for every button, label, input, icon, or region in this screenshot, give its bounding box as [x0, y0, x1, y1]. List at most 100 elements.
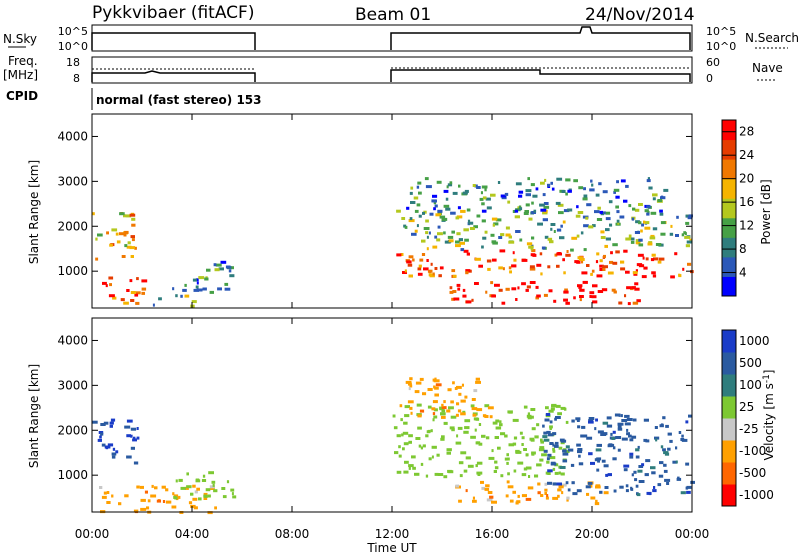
data-cell: [426, 259, 429, 262]
data-cell: [554, 441, 559, 445]
data-cell: [174, 496, 178, 500]
data-cell: [432, 272, 435, 276]
data-cell: [124, 244, 128, 248]
data-cell: [629, 455, 634, 459]
velocity-colorbar-swatch: [722, 484, 736, 507]
data-cell: [563, 271, 566, 275]
data-cell: [605, 217, 611, 221]
data-cell: [437, 473, 444, 476]
data-cell: [433, 379, 440, 383]
data-cell: [680, 491, 686, 495]
data-cell: [523, 448, 527, 451]
data-cell: [229, 274, 235, 278]
data-cell: [475, 377, 480, 381]
data-cell: [652, 274, 657, 278]
data-cell: [536, 423, 540, 427]
data-cell: [205, 488, 211, 492]
data-cell: [515, 230, 521, 233]
data-cell: [530, 247, 533, 251]
data-cell: [210, 487, 215, 490]
data-cell: [417, 181, 422, 185]
data-cell: [684, 235, 691, 239]
data-cell: [527, 412, 530, 416]
data-cell: [590, 461, 595, 465]
nsky-left-tick-bottom: 10^0: [58, 40, 88, 53]
data-cell: [421, 253, 426, 256]
data-cell: [481, 202, 485, 206]
data-cell: [495, 419, 500, 423]
data-cell: [528, 217, 533, 221]
data-cell: [441, 409, 446, 413]
data-cell: [685, 486, 689, 490]
data-cell: [443, 189, 449, 193]
data-cell: [603, 464, 609, 468]
data-cell: [457, 287, 461, 291]
freq-left-tick-bottom: 8: [73, 72, 80, 85]
time-axis: 00:00 04:00 08:00 12:00 16:00 20:00 00:00: [75, 527, 710, 541]
data-cell: [591, 295, 597, 299]
data-cell: [432, 418, 435, 422]
data-cell: [631, 473, 634, 477]
data-cell: [500, 432, 506, 436]
data-cell: [560, 224, 563, 228]
data-cell: [556, 264, 560, 268]
data-cell: [519, 238, 523, 242]
data-cell: [583, 248, 587, 252]
data-cell: [659, 461, 664, 465]
data-cell: [600, 230, 605, 234]
data-cell: [441, 415, 446, 419]
data-cell: [195, 278, 199, 282]
velocity-colorbar-tick-label: -500: [739, 466, 766, 480]
data-cell: [630, 237, 635, 241]
data-cell: [588, 419, 594, 422]
data-cell: [184, 283, 187, 287]
data-cell: [191, 300, 197, 304]
data-cell: [626, 432, 630, 436]
data-cell: [451, 269, 456, 273]
data-cell: [596, 252, 600, 256]
data-cell: [470, 404, 475, 408]
data-cell: [591, 269, 595, 273]
data-cell: [596, 443, 602, 447]
data-cell: [508, 266, 512, 270]
data-cell: [552, 467, 556, 471]
data-cell: [221, 487, 226, 490]
data-cell: [425, 219, 429, 223]
data-cell: [612, 430, 616, 434]
data-cell: [625, 489, 629, 493]
velocity-y-axis-label: Slant Range [km]: [27, 364, 41, 468]
data-cell: [576, 489, 582, 493]
data-cell: [611, 437, 615, 440]
data-cell: [447, 183, 453, 187]
data-cell: [546, 494, 549, 497]
data-cell: [441, 406, 447, 410]
data-cell: [531, 249, 536, 253]
power-colorbar-tick-label: 4: [739, 266, 747, 280]
data-cell: [445, 197, 449, 201]
data-cell: [211, 480, 216, 484]
data-cell: [491, 500, 497, 504]
data-cell: [428, 231, 431, 235]
data-cell: [570, 463, 575, 467]
data-cell: [507, 485, 514, 489]
data-cell: [184, 294, 190, 298]
data-cell: [525, 189, 532, 193]
data-cell: [146, 506, 150, 510]
data-cell: [123, 214, 127, 218]
data-cell: [190, 492, 194, 496]
data-cell: [632, 271, 638, 275]
power-colorbar-swatch: [722, 276, 736, 297]
data-cell: [565, 481, 569, 485]
data-cell: [524, 210, 529, 213]
data-cell: [615, 436, 622, 439]
data-cell: [130, 291, 136, 294]
data-cell: [417, 272, 423, 276]
data-cell: [414, 390, 420, 394]
data-cell: [620, 260, 625, 264]
data-cell: [440, 412, 446, 416]
data-cell: [492, 223, 495, 227]
data-cell: [456, 402, 460, 406]
data-cell: [512, 251, 515, 255]
data-cell: [408, 382, 412, 386]
data-cell: [196, 281, 199, 285]
